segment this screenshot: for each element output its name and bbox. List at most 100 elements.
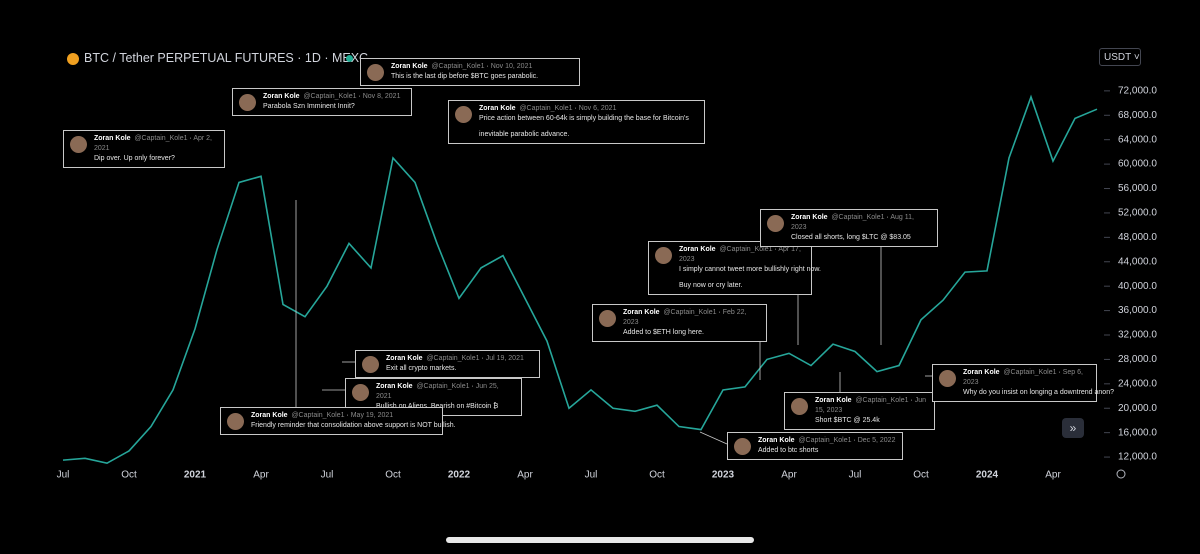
tweet-header: Zoran Kole @Captain_Kole1 · Nov 10, 2021 [391, 63, 533, 70]
tweet-date: Dec 5, 2022 [857, 437, 896, 444]
y-tick-label: 64,000.0 [1118, 134, 1157, 145]
symbol-title: BTC / Tether PERPETUAL FUTURES · 1D · ME… [84, 51, 369, 65]
x-tick-label: Oct [385, 470, 401, 481]
avatar [767, 215, 784, 232]
tweet-box: Zoran Kole @Captain_Kole1 · Nov 8, 2021 P… [232, 88, 412, 116]
y-tick-label: 32,000.0 [1118, 330, 1157, 341]
tweet-header: Zoran Kole @Captain_Kole1 · Sep 6, 2023 [963, 369, 1083, 386]
y-tick-label: 36,000.0 [1118, 305, 1157, 316]
tweet-author: Zoran Kole [391, 63, 428, 70]
avatar [362, 356, 379, 373]
y-tick-label: 48,000.0 [1118, 232, 1157, 243]
x-tick-label: Apr [253, 470, 269, 481]
tweet-header: Zoran Kole @Captain_Kole1 · May 19, 2021 [251, 412, 394, 419]
tweet-handle: @Captain_Kole1 [519, 105, 573, 112]
tweet-text: Exit all crypto markets. [386, 365, 457, 372]
tweet-date: Jul 19, 2021 [485, 355, 524, 362]
tweet-handle: @Captain_Kole1 [663, 309, 717, 316]
tweet-handle: @Captain_Kole1 [855, 397, 909, 404]
tweet-author: Zoran Kole [251, 412, 288, 419]
tweet-box: Zoran Kole @Captain_Kole1 · May 19, 2021… [220, 407, 456, 435]
tweet-handle: @Captain_Kole1 [831, 214, 885, 221]
y-tick-label: 44,000.0 [1118, 256, 1157, 267]
tweet-date: Apr 17, 2023 [679, 246, 801, 263]
tweet-text: Buy now or cry later. [679, 282, 743, 289]
tweet-text: Closed all shorts, long $LTC @ $83.05 [791, 234, 911, 241]
tweet-author: Zoran Kole [376, 383, 413, 390]
y-tick-label: 16,000.0 [1118, 427, 1157, 438]
tweet-box: Zoran Kole @Captain_Kole1 · Nov 10, 2021… [360, 58, 580, 86]
tweet-date: Nov 6, 2021 [578, 105, 617, 112]
tweet-header: Zoran Kole @Captain_Kole1 · Nov 8, 2021 [263, 93, 401, 100]
tweet-box: Zoran Kole @Captain_Kole1 · Dec 5, 2022 A… [727, 432, 903, 460]
tweet-header: Zoran Kole @Captain_Kole1 · Jun 25, 2021 [376, 383, 499, 400]
settings-icon [1116, 469, 1126, 479]
status-dot [346, 55, 353, 62]
tweet-text: inevitable parabolic advance. [479, 131, 570, 138]
tweet-text: This is the last dip before $BTC goes pa… [391, 73, 539, 80]
avatar [227, 413, 244, 430]
price-line [62, 94, 1098, 465]
x-tick-label: Oct [649, 470, 665, 481]
x-tick-label: 2021 [184, 470, 207, 481]
tweet-box: Zoran Kole @Captain_Kole1 · Sep 6, 2023 W… [932, 364, 1114, 402]
tweet-date: Apr 2, 2021 [94, 135, 213, 152]
x-tick-label: 2022 [448, 470, 471, 481]
avatar [239, 94, 256, 111]
y-tick-label: 12,000.0 [1118, 452, 1157, 463]
tweet-box: Zoran Kole @Captain_Kole1 · Jun 15, 2023… [784, 392, 935, 430]
avatar [939, 370, 956, 387]
tweet-header: Zoran Kole @Captain_Kole1 · Nov 6, 2021 [479, 105, 617, 112]
x-tick-label: Apr [781, 470, 797, 481]
tweet-author: Zoran Kole [623, 309, 660, 316]
tweet-text: Parabola Szn Imminent Innit? [263, 103, 355, 110]
x-tick-label: Jul [57, 470, 70, 481]
tweet-author: Zoran Kole [758, 437, 795, 444]
x-tick-label: Jul [321, 470, 334, 481]
tweet-header: Zoran Kole @Captain_Kole1 · Jul 19, 2021 [386, 355, 524, 362]
avatar [734, 438, 751, 455]
tweet-handle: @Captain_Kole1 [416, 383, 470, 390]
tweet-date: Jun 15, 2023 [815, 397, 927, 414]
avatar [367, 64, 384, 81]
tweet-author: Zoran Kole [263, 93, 300, 100]
tweet-text: I simply cannot tweet more bullishly rig… [679, 266, 822, 273]
x-tick-label: Apr [517, 470, 533, 481]
x-tick-label: Jul [585, 470, 598, 481]
tweet-box: Zoran Kole @Captain_Kole1 · Feb 22, 2023… [592, 304, 767, 342]
x-tick-label: Oct [121, 470, 137, 481]
tweet-handle: @Captain_Kole1 [719, 246, 773, 253]
avatar [70, 136, 87, 153]
tweet-date: Nov 8, 2021 [362, 93, 401, 100]
tweet-text: Why do you insist on longing a downtrend… [963, 389, 1114, 396]
tweet-text: Bullish on Aliens, Bearish on #Bitcoin ₿ [376, 403, 499, 410]
currency-button[interactable]: USDT ˅ [1099, 48, 1141, 66]
tweet-author: Zoran Kole [791, 214, 828, 221]
y-tick-label: 24,000.0 [1118, 378, 1157, 389]
tweet-date: Aug 11, 2023 [791, 214, 914, 231]
tweet-author: Zoran Kole [479, 105, 516, 112]
tweet-date: May 19, 2021 [350, 412, 394, 419]
y-tick-label: 28,000.0 [1118, 354, 1157, 365]
y-tick-label: 60,000.0 [1118, 159, 1157, 170]
tweet-date: Feb 22, 2023 [623, 309, 747, 326]
avatar [352, 384, 369, 401]
y-tick-label: 56,000.0 [1118, 183, 1157, 194]
y-tick-label: 52,000.0 [1118, 208, 1157, 219]
tweet-text: Added to btc shorts [758, 447, 819, 454]
x-tick-label: Apr [1045, 470, 1061, 481]
avatar [599, 310, 616, 327]
y-tick-label: 68,000.0 [1118, 110, 1157, 121]
tweet-handle: @Captain_Kole1 [431, 63, 485, 70]
y-tick-label: 20,000.0 [1118, 403, 1157, 414]
y-tick-label: 72,000.0 [1118, 86, 1157, 97]
tweet-header: Zoran Kole @Captain_Kole1 · Jun 15, 2023 [815, 397, 927, 414]
coin-icon [67, 53, 79, 65]
tweet-header: Zoran Kole @Captain_Kole1 · Dec 5, 2022 [758, 437, 896, 444]
x-tick-label: 2024 [976, 470, 999, 481]
tweet-box: Zoran Kole @Captain_Kole1 · Apr 17, 2023… [648, 241, 822, 295]
scroll-button[interactable]: » [1062, 418, 1084, 438]
tweet-header: Zoran Kole @Captain_Kole1 · Apr 2, 2021 [94, 135, 213, 152]
